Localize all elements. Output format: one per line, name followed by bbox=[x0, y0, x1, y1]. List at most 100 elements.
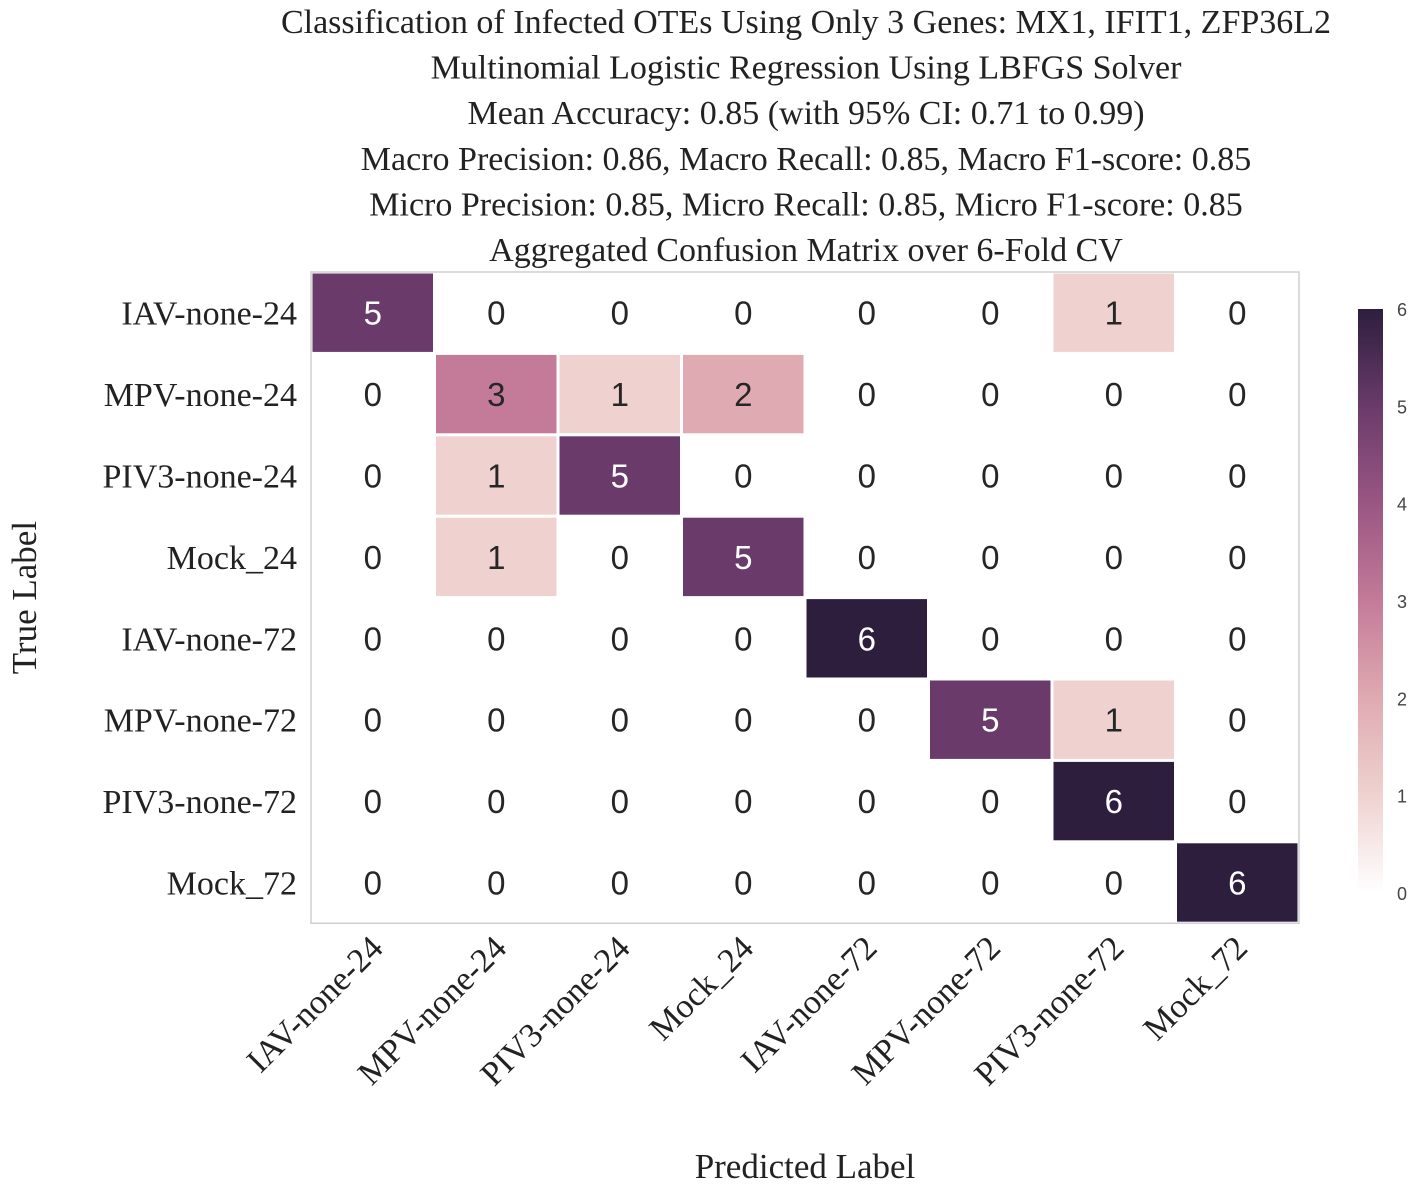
title-line: Micro Precision: 0.85, Micro Recall: 0.8… bbox=[369, 186, 1242, 223]
cell-value: 0 bbox=[611, 702, 629, 739]
colorbar-tick-label: 0 bbox=[1397, 884, 1407, 904]
heatmap-cell bbox=[436, 517, 557, 597]
heatmap-cell bbox=[1177, 843, 1298, 922]
cell-value: 0 bbox=[1105, 376, 1123, 413]
cell-value: 0 bbox=[364, 865, 382, 902]
cell-value: 0 bbox=[364, 539, 382, 576]
cell-value: 0 bbox=[858, 376, 876, 413]
plot-frame bbox=[310, 271, 1300, 924]
cell-value: 0 bbox=[981, 783, 999, 820]
cell-value: 0 bbox=[858, 539, 876, 576]
cell-value: 0 bbox=[981, 539, 999, 576]
cell-value: 5 bbox=[364, 295, 382, 332]
cell-value: 0 bbox=[734, 458, 752, 495]
y-tick-label: Mock_72 bbox=[167, 866, 297, 903]
cell-value: 1 bbox=[611, 376, 629, 413]
heatmap-cell bbox=[1053, 761, 1174, 841]
cell-value: 5 bbox=[734, 539, 752, 576]
heatmap-cell bbox=[559, 354, 680, 434]
cell-value: 0 bbox=[858, 865, 876, 902]
colorbar-tick-label: 6 bbox=[1397, 300, 1407, 320]
cell-value: 0 bbox=[981, 376, 999, 413]
cell-value: 0 bbox=[611, 783, 629, 820]
x-tick-label: Mock_72 bbox=[1137, 929, 1255, 1047]
y-tick-labels: IAV-none-24 MPV-none-24 PIV3-none-24 Mock_2… bbox=[102, 296, 297, 903]
y-tick-label: IAV-none-72 bbox=[121, 621, 297, 658]
cell-value: 5 bbox=[981, 702, 999, 739]
title-line: Mean Accuracy: 0.85 (with 95% CI: 0.71 t… bbox=[467, 95, 1144, 132]
cell-value: 0 bbox=[858, 295, 876, 332]
cell-value: 0 bbox=[1228, 539, 1246, 576]
cell-value: 0 bbox=[1228, 295, 1246, 332]
heatmap-cell bbox=[683, 517, 804, 597]
cell-value: 1 bbox=[1105, 702, 1123, 739]
title-line: Classification of Infected OTEs Using On… bbox=[281, 4, 1331, 41]
cell-value: 0 bbox=[364, 702, 382, 739]
cell-value: 1 bbox=[487, 458, 505, 495]
cell-value: 0 bbox=[981, 620, 999, 657]
colorbar-tick-label: 2 bbox=[1397, 689, 1407, 709]
heatmap-cell bbox=[1053, 273, 1174, 352]
cell-value: 0 bbox=[1228, 702, 1246, 739]
cell-value: 0 bbox=[487, 702, 505, 739]
cell-value: 0 bbox=[364, 620, 382, 657]
y-tick-label: MPV-none-24 bbox=[104, 377, 297, 414]
cell-value: 0 bbox=[1228, 376, 1246, 413]
title-line: Macro Precision: 0.86, Macro Recall: 0.8… bbox=[361, 141, 1251, 178]
heatmap-cell bbox=[930, 680, 1051, 759]
cell-value: 0 bbox=[611, 865, 629, 902]
cell-value: 0 bbox=[1228, 620, 1246, 657]
cell-value: 1 bbox=[487, 539, 505, 576]
heatmap-cell bbox=[436, 354, 557, 434]
cell-value: 6 bbox=[1105, 783, 1123, 820]
cell-value: 0 bbox=[981, 865, 999, 902]
y-tick-label: MPV-none-72 bbox=[104, 703, 297, 740]
cell-value: 0 bbox=[1105, 458, 1123, 495]
title-line: Multinomial Logistic Regression Using LB… bbox=[431, 50, 1183, 87]
y-tick-label: Mock_24 bbox=[167, 540, 297, 577]
x-axis-title: Predicted Label bbox=[695, 1147, 916, 1185]
cell-value: 3 bbox=[487, 376, 505, 413]
cell-value: 0 bbox=[364, 783, 382, 820]
cell-value: 5 bbox=[611, 458, 629, 495]
heatmap-cells: 5 0 0 0 0 0 1 00 3 1 2 0 0 0 00 1 5 0 0 0 0 00 1 0 5 0 0 0 00 0 0 0 6 0 0 0… bbox=[312, 273, 1298, 922]
cell-value: 0 bbox=[734, 865, 752, 902]
heatmap-cell bbox=[1053, 680, 1174, 759]
colorbar-tick-label: 5 bbox=[1397, 397, 1407, 417]
cell-value: 0 bbox=[981, 458, 999, 495]
colorbar-tick-label: 3 bbox=[1397, 592, 1407, 612]
y-axis-title: True Label bbox=[5, 521, 44, 675]
cell-value: 0 bbox=[1105, 865, 1123, 902]
cell-value: 0 bbox=[858, 702, 876, 739]
colorbar-tick-label: 4 bbox=[1397, 495, 1407, 515]
cell-value: 6 bbox=[858, 620, 876, 657]
cell-value: 0 bbox=[1228, 458, 1246, 495]
cell-value: 6 bbox=[1228, 865, 1246, 902]
colorbar-gradient bbox=[1358, 309, 1383, 893]
cell-value: 0 bbox=[487, 865, 505, 902]
y-tick-label: PIV3-none-24 bbox=[102, 459, 297, 496]
cell-value: 0 bbox=[1105, 539, 1123, 576]
heatmap-cell bbox=[806, 599, 927, 678]
cell-value: 0 bbox=[734, 783, 752, 820]
cell-value: 2 bbox=[734, 376, 752, 413]
cell-value: 0 bbox=[858, 783, 876, 820]
cell-value: 0 bbox=[1228, 783, 1246, 820]
heatmap-cell bbox=[312, 273, 433, 352]
cell-value: 0 bbox=[1105, 620, 1123, 657]
y-tick-label: PIV3-none-72 bbox=[102, 784, 297, 821]
cell-value: 0 bbox=[364, 376, 382, 413]
colorbar-tick-label: 1 bbox=[1397, 787, 1407, 807]
cell-value: 0 bbox=[734, 702, 752, 739]
cell-value: 0 bbox=[611, 620, 629, 657]
cell-value: 1 bbox=[1105, 295, 1123, 332]
title-line: Aggregated Confusion Matrix over 6-Fold … bbox=[489, 232, 1123, 269]
heatmap-cell bbox=[683, 354, 804, 434]
cell-value: 0 bbox=[611, 295, 629, 332]
cell-value: 0 bbox=[611, 539, 629, 576]
chart-title: Classification of Infected OTEs Using On… bbox=[281, 4, 1331, 269]
cell-value: 0 bbox=[487, 295, 505, 332]
cell-value: 0 bbox=[734, 620, 752, 657]
cell-value: 0 bbox=[734, 295, 752, 332]
